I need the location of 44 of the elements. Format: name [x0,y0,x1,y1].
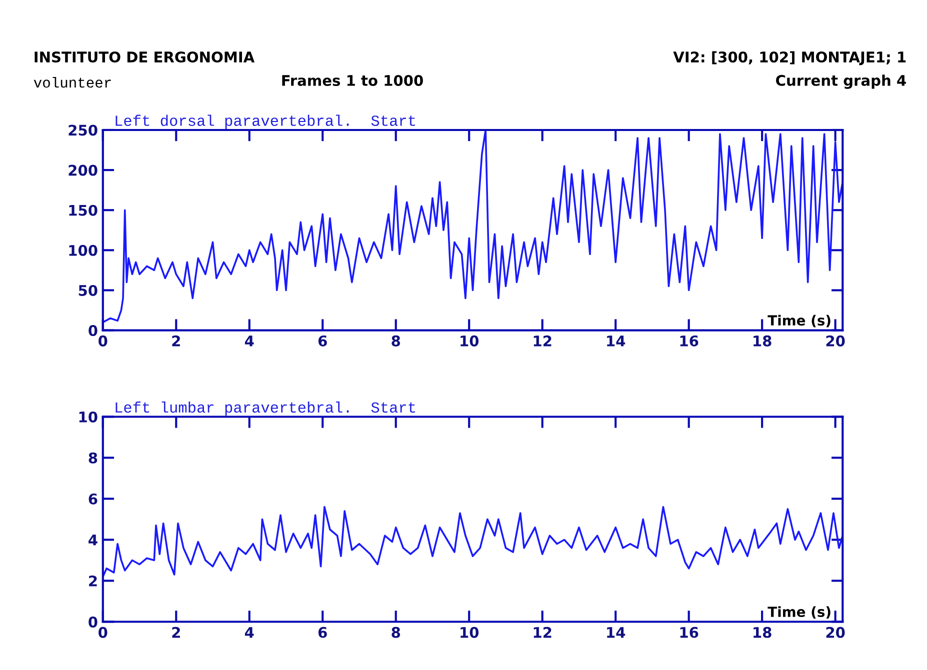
x-tick-label: 14 [607,627,626,638]
y-tick-label: 100 [69,244,98,256]
x-tick-label: 12 [534,626,552,638]
x-tick-label: 4 [244,627,254,638]
x-tick-label: 16 [680,335,698,346]
chart-title: Left lumbar paravertebral. Start [116,401,415,416]
y-tick-label: 10 [79,411,98,422]
y-tick-label: 2 [89,575,97,586]
text: VI2: [300, 102] MONTAJE1; 1 [673,51,906,66]
x-tick-label: 20 [826,335,845,346]
y-tick-label: 0 [88,325,98,336]
text: volunteer [34,76,111,88]
x-tick-label: 2 [172,626,180,638]
x-tick-label: 20 [826,626,845,638]
y-tick-label: 50 [78,284,98,296]
x-tick-label: 4 [244,336,254,346]
text: Frames 1 to 1000 [282,74,423,86]
y-tick-label: 6 [88,493,98,504]
x-tick-label: 8 [392,626,400,638]
x-tick-label: 14 [607,336,626,346]
chart-title: Left dorsal paravertebral. Start [116,114,415,129]
x-tick-label: 18 [754,626,772,638]
y-tick-label: 4 [88,534,98,546]
y-tick-label: 200 [68,164,98,176]
x-axis-title: Time (s) [768,606,830,619]
y-tick-label: 250 [68,124,98,136]
line-series [102,506,843,578]
x-tick-label: 8 [392,335,400,346]
text: INSTITUTO DE ERGONOMIA [34,51,255,63]
x-tick-label: 12 [534,335,552,346]
y-tick-label: 0 [88,616,98,628]
text: Current graph 4 [776,74,906,89]
x-tick-label: 0 [98,335,108,346]
x-tick-label: 0 [98,626,108,638]
x-tick-label: 10 [460,335,479,346]
x-tick-label: 10 [460,626,479,638]
y-tick-label: 8 [88,452,98,464]
x-axis-title: Time (s) [768,314,830,328]
x-tick-label: 6 [318,626,327,638]
x-tick-label: 6 [318,335,327,346]
y-tick-label: 150 [69,204,98,216]
x-tick-label: 2 [172,335,180,346]
x-tick-label: 18 [754,335,772,346]
x-tick-label: 16 [680,626,698,638]
